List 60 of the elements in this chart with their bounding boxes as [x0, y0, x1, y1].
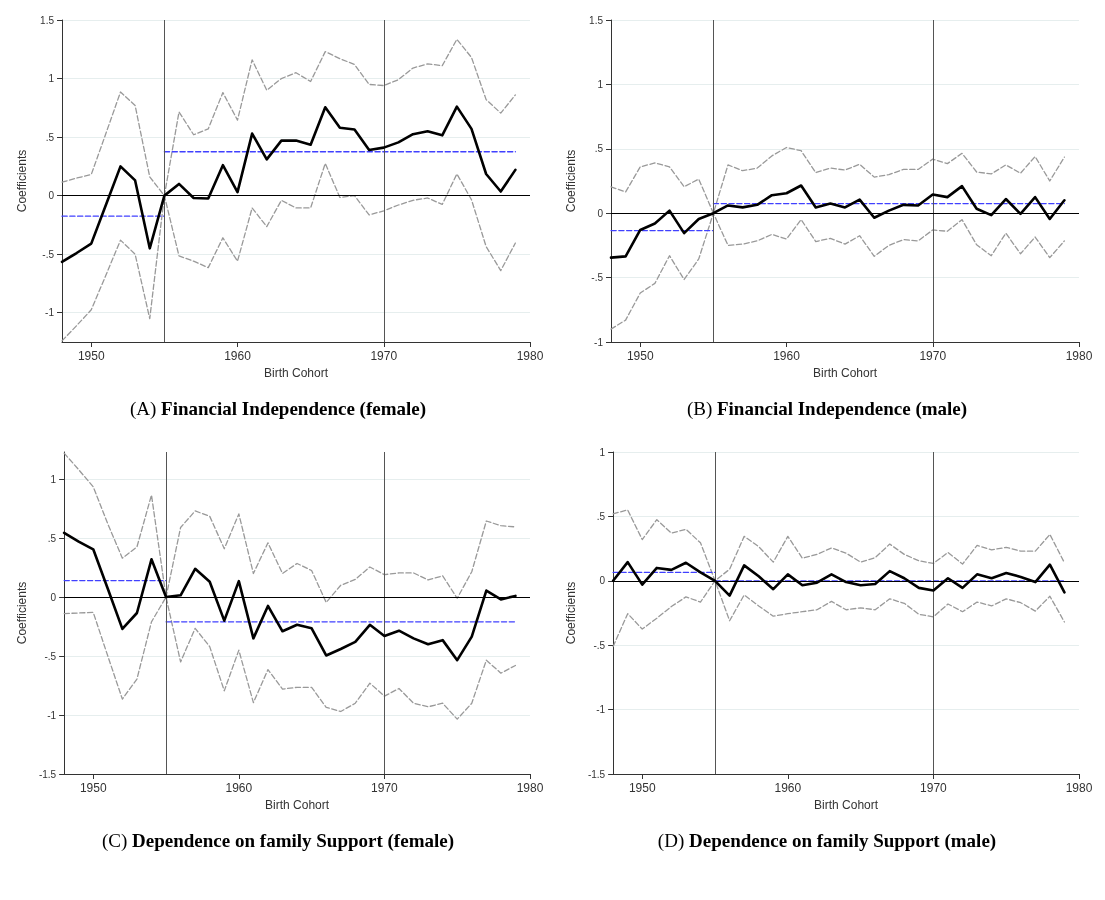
x-tick-label: 1980 [516, 781, 544, 795]
y-axis-title: Coefficients [15, 581, 29, 645]
y-axis-title: Coefficients [564, 581, 578, 645]
y-tick-label: 1 [599, 446, 606, 458]
x-tick-label: 1950 [628, 781, 656, 795]
x-tick-label: 1980 [516, 349, 544, 363]
x-tick-label: 1950 [79, 781, 107, 795]
y-tick-label: -1 [594, 336, 604, 348]
line-series [63, 452, 517, 604]
line-series [63, 596, 517, 720]
y-tick-label: 0 [50, 591, 57, 603]
y-axis-title: Coefficients [15, 149, 29, 213]
y-tick-label: .5 [594, 143, 604, 155]
y-tick-label: .5 [596, 510, 606, 522]
x-tick-label: 1970 [371, 781, 399, 795]
y-tick-label: 1.5 [589, 14, 604, 26]
y-axis-title: Coefficients [564, 149, 578, 213]
y-tick-label: -1.5 [38, 768, 57, 780]
x-axis-title: Birth Cohort [265, 797, 330, 812]
y-tick-label: -.5 [44, 650, 57, 662]
y-tick-label: -.5 [591, 272, 604, 284]
y-tick-label: 1 [48, 73, 55, 85]
y-tick-label: .5 [47, 532, 57, 544]
x-tick-label: 1960 [774, 781, 802, 795]
text: (A) Financial Independence (female) [129, 398, 427, 419]
x-tick-label: 1970 [370, 349, 398, 363]
line-series [612, 509, 1066, 582]
y-tick-label: -1 [45, 307, 55, 319]
x-axis-title: Birth Cohort [263, 365, 329, 380]
y-tick-label: .5 [45, 131, 55, 143]
y-tick-label: 1 [50, 473, 57, 485]
x-tick-label: 1960 [224, 349, 252, 363]
x-axis-title: Birth Cohort [812, 365, 878, 380]
x-tick-label: 1970 [919, 349, 947, 363]
y-tick-label: 0 [48, 190, 55, 202]
line-series [612, 580, 1066, 648]
line-series [61, 162, 517, 342]
y-tick-label: 1.5 [40, 14, 55, 26]
text: (B) Financial Independence (male) [686, 398, 968, 419]
x-axis-title: Birth Cohort [814, 797, 879, 812]
y-tick-label: 0 [599, 575, 606, 587]
text: (D) Dependence on family Support (male) [657, 830, 997, 851]
x-tick-label: 1970 [920, 781, 948, 795]
line-series [610, 146, 1066, 214]
y-tick-label: 0 [597, 207, 604, 219]
x-tick-label: 1950 [77, 349, 105, 363]
y-tick-label: 1 [597, 78, 604, 90]
x-tick-label: 1980 [1065, 781, 1093, 795]
x-tick-label: 1960 [225, 781, 253, 795]
x-tick-label: 1950 [626, 349, 654, 363]
y-tick-label: -.5 [42, 248, 55, 260]
x-tick-label: 1960 [773, 349, 801, 363]
text: (C) Dependence on family Support (female) [102, 830, 454, 851]
y-tick-label: -.5 [593, 639, 606, 651]
line-series [610, 212, 1066, 330]
x-tick-label: 1980 [1065, 349, 1093, 363]
y-tick-label: -1 [596, 704, 606, 716]
line-series [61, 38, 517, 197]
y-tick-label: -1.5 [587, 768, 606, 780]
y-tick-label: -1 [47, 709, 57, 721]
